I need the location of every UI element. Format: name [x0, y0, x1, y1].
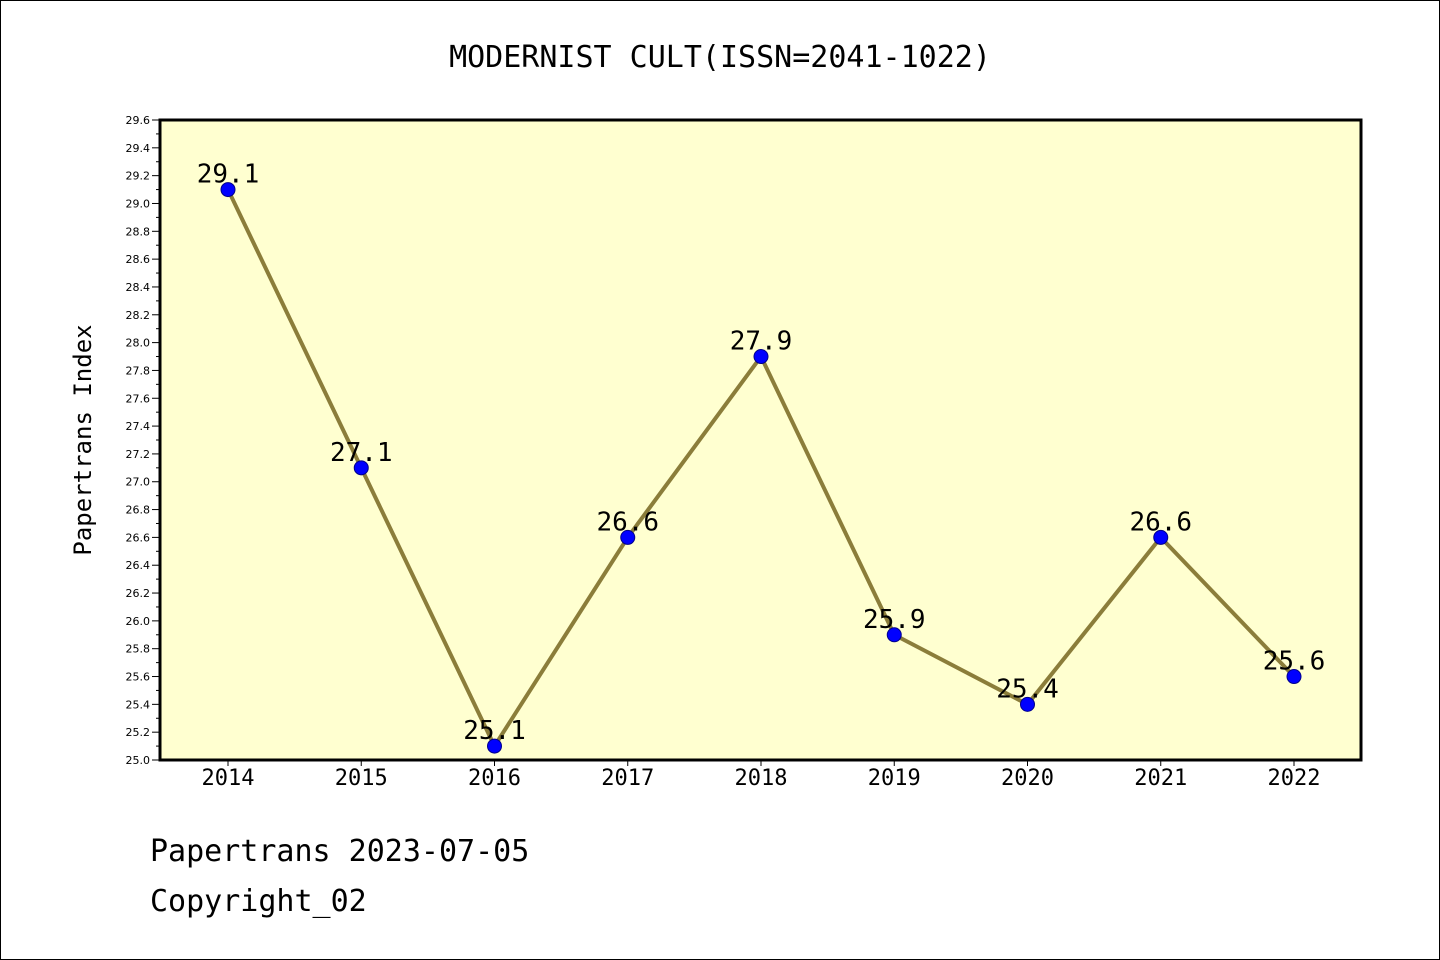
- y-tick-label: 28.4: [126, 281, 151, 294]
- y-tick-label: 26.2: [126, 587, 151, 600]
- x-tick-label: 2014: [202, 766, 255, 791]
- y-axis-ticks: 25.0 25.2 25.4 25.6 25.8 26.0 26.2 26.4 26.6 26.8…: [126, 114, 160, 767]
- y-tick-label: 25.8: [126, 643, 151, 656]
- y-tick-label: 28.6: [126, 253, 151, 266]
- data-point: [620, 529, 636, 545]
- data-label: 26.6: [1129, 507, 1192, 537]
- y-tick-label: 27.2: [126, 448, 151, 461]
- x-tick-label: 2015: [335, 766, 388, 791]
- data-point: [1020, 696, 1035, 712]
- x-tick-label: 2018: [735, 766, 788, 791]
- data-point: [487, 738, 502, 754]
- y-tick-label: 25.6: [126, 671, 151, 684]
- x-tick-label: 2017: [601, 766, 654, 791]
- data-markers: [220, 182, 1302, 754]
- data-label: 26.6: [596, 507, 659, 537]
- y-tick-label: 29.2: [126, 170, 151, 183]
- y-tick-label: 26.0: [126, 615, 151, 628]
- data-label: 29.1: [197, 160, 260, 190]
- y-tick-label: 27.8: [126, 364, 151, 377]
- data-label: 25.9: [863, 605, 926, 635]
- y-tick-label: 26.4: [126, 559, 151, 572]
- x-tick-label: 2019: [868, 766, 921, 791]
- footer-copyright: Copyright_02: [150, 884, 367, 919]
- data-label: 25.4: [996, 674, 1059, 704]
- data-point: [753, 349, 769, 365]
- y-tick-label: 25.2: [126, 726, 151, 739]
- y-tick-label: 26.8: [126, 504, 151, 517]
- x-tick-label: 2020: [1001, 766, 1054, 791]
- plot-area: [158, 118, 1363, 762]
- y-tick-label: 29.4: [126, 142, 151, 155]
- data-label: 25.1: [463, 716, 526, 746]
- data-point: [353, 460, 369, 476]
- chart-title: MODERNIST CULT(ISSN=2041-1022): [449, 40, 991, 75]
- y-tick-label: 28.8: [126, 225, 151, 238]
- data-label: 27.1: [330, 438, 393, 468]
- y-tick-label: 27.4: [126, 420, 151, 433]
- data-labels: 29.1 27.1 25.1 26.6 27.9 25.9 25.4 26.6 25.6: [197, 160, 1326, 747]
- y-tick-label: 26.6: [126, 531, 151, 544]
- y-tick-label: 27.0: [126, 476, 151, 489]
- y-tick-label: 25.4: [126, 698, 151, 711]
- y-tick-label: 28.0: [126, 337, 151, 350]
- x-tick-label: 2016: [468, 766, 521, 791]
- y-tick-label: 29.0: [126, 197, 151, 210]
- y-tick-label: 27.6: [126, 392, 151, 405]
- footer-date-line: Papertrans 2023-07-05: [150, 834, 530, 869]
- data-point: [1153, 529, 1169, 545]
- y-axis-label: Papertrans Index: [69, 324, 97, 555]
- x-axis-ticks: 2014 2015 2016 2017 2018 2019 2020 2021 2022: [202, 760, 1321, 791]
- data-label: 27.9: [730, 327, 793, 357]
- x-tick-label: 2021: [1134, 766, 1187, 791]
- data-point: [886, 627, 902, 643]
- data-point: [220, 182, 236, 198]
- y-tick-label: 25.0: [126, 754, 151, 767]
- x-tick-label: 2022: [1268, 766, 1321, 791]
- y-tick-label: 29.6: [126, 114, 151, 127]
- data-label: 25.6: [1263, 647, 1326, 677]
- y-tick-label: 28.2: [126, 309, 151, 322]
- data-point: [1286, 669, 1302, 685]
